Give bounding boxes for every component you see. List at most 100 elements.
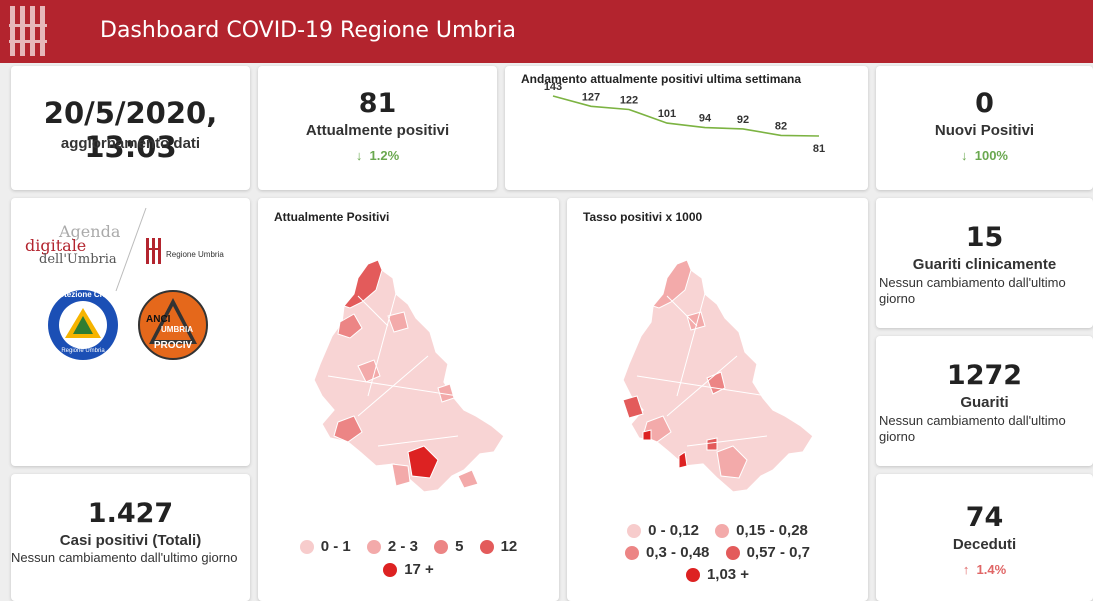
- page-title: Dashboard COVID-19 Regione Umbria: [100, 18, 517, 43]
- guariti-clinicamente-card: 15 Guariti clinicamente Nessun cambiamen…: [876, 198, 1093, 328]
- guariti-clin-note: Nessun cambiamento dall'ultimo giorno: [879, 275, 1066, 306]
- totali-note: Nessun cambiamento dall'ultimo giorno: [11, 550, 238, 565]
- legend-dot: [299, 539, 314, 554]
- positivi-delta: ↓ 1.2%: [258, 148, 497, 163]
- legend-item: 17 +: [383, 561, 434, 578]
- legend-item: 0,3 - 0,48: [625, 544, 709, 561]
- nuovi-delta: ↓ 100%: [876, 148, 1093, 163]
- anci-bottom-label: PROCIV: [153, 340, 193, 351]
- legend-label: 17 +: [404, 561, 434, 578]
- legend-item: 1,03 +: [685, 566, 750, 583]
- deceduti-delta-value: 1.4%: [976, 562, 1007, 577]
- totali-label: Casi positivi (Totali): [59, 532, 202, 549]
- protezione-civile-sub: Regione Umbria: [61, 348, 105, 354]
- trend-card: Andamento attualmente positivi ultima se…: [505, 66, 868, 190]
- deceduti-card: 74 Deceduti ↑ 1.4%: [876, 474, 1093, 601]
- regione-umbria-logo-icon: [146, 238, 161, 264]
- umbria-map-tasso: [622, 259, 814, 493]
- positivi-value: 81: [358, 88, 397, 119]
- nuovi-delta-value: 100%: [974, 148, 1008, 163]
- arrow-down-icon: ↓: [355, 148, 363, 163]
- map2-legend-row3: 1,03 +: [567, 566, 868, 586]
- legend-dot: [685, 567, 700, 582]
- trend-data-label: 92: [737, 114, 749, 126]
- legend-label: 0 - 1: [320, 538, 351, 555]
- agenda-line2: digitale: [25, 236, 87, 255]
- legend-item: 0 - 1: [299, 538, 351, 555]
- legend-label: 2 - 3: [387, 538, 418, 555]
- legend-label: 1,03 +: [706, 566, 750, 583]
- nuovi-value: 0: [975, 88, 994, 119]
- legend-dot: [479, 539, 494, 554]
- deceduti-delta: ↑ 1.4%: [876, 562, 1093, 577]
- legend-dot: [627, 523, 642, 538]
- legend-label: 0,15 - 0,28: [736, 522, 808, 539]
- guariti-note: Nessun cambiamento dall'ultimo giorno: [879, 413, 1066, 444]
- anci-mid-label: UMBRIA: [161, 325, 193, 334]
- guariti-clin-value: 15: [965, 222, 1004, 253]
- umbria-logo-icon: [9, 6, 47, 56]
- map2-title: Tasso positivi x 1000: [583, 210, 703, 224]
- map1-title: Attualmente Positivi: [274, 210, 390, 224]
- anci-prociv-logo-icon: [138, 290, 208, 360]
- regione-umbria-label: Regione Umbria: [166, 250, 224, 259]
- agenda-digitale-logo: Agenda digitale dell'Umbria: [23, 222, 123, 268]
- legend-dot: [434, 539, 449, 554]
- legend-label: 12: [500, 538, 518, 555]
- protezione-civile-logo-icon: [48, 290, 118, 360]
- legend-label: 0 - 0,12: [648, 522, 699, 539]
- legend-dot: [715, 523, 730, 538]
- logos-card: Agenda digitale dell'Umbria Regione Umbr…: [11, 198, 250, 466]
- guariti-card: 1272 Guariti Nessun cambiamento dall'ult…: [876, 336, 1093, 466]
- legend-dot: [625, 545, 640, 560]
- positivi-label: Attualmente positivi: [305, 122, 450, 139]
- trend-data-label: 82: [775, 120, 787, 132]
- legend-label: 0,57 - 0,7: [746, 544, 810, 561]
- trend-sparkline: 143 127 122 101 94 92 82 81: [544, 81, 825, 155]
- legend-item: 0,15 - 0,28: [715, 522, 808, 539]
- deceduti-label: Deceduti: [952, 536, 1017, 553]
- header-bar: Dashboard COVID-19 Regione Umbria: [0, 0, 1093, 63]
- legend-item: 12: [479, 538, 518, 555]
- guariti-label: Guariti: [960, 394, 1009, 411]
- divider-slash: [115, 207, 147, 292]
- update-card: 20/5/2020, 13:03 aggiornamento dati: [11, 66, 250, 190]
- update-label: aggiornamento dati: [60, 135, 201, 152]
- map1-legend: 0 - 1 2 - 3 5 12: [258, 538, 559, 558]
- totali-card: 1.427 Casi positivi (Totali) Nessun camb…: [11, 474, 250, 601]
- legend-dot: [366, 539, 381, 554]
- nuovi-label: Nuovi Positivi: [934, 122, 1035, 139]
- positivi-card: 81 Attualmente positivi ↓ 1.2%: [258, 66, 497, 190]
- umbria-map-positivi: [313, 259, 505, 493]
- trend-data-label: 101: [658, 108, 676, 120]
- legend-dot: [725, 545, 740, 560]
- trend-data-label: 122: [620, 95, 638, 107]
- agenda-line3: dell'Umbria: [39, 252, 117, 267]
- trend-line: [552, 95, 820, 137]
- legend-dot: [383, 562, 398, 577]
- update-datetime: 20/5/2020, 13:03: [43, 96, 218, 164]
- deceduti-value: 74: [965, 502, 1004, 533]
- arrow-up-icon: ↑: [962, 562, 970, 577]
- trend-data-label: 143: [544, 81, 562, 93]
- guariti-value: 1272: [946, 360, 1023, 391]
- guariti-clin-label: Guariti clinicamente: [912, 256, 1057, 273]
- map1-card: Attualmente Positivi 0 - 1 2 - 3 5 12 17…: [258, 198, 559, 601]
- trend-data-label: 127: [582, 91, 600, 103]
- positivi-delta-value: 1.2%: [369, 148, 400, 163]
- trend-title: Andamento attualmente positivi ultima se…: [521, 72, 802, 86]
- arrow-down-icon: ↓: [961, 148, 968, 163]
- map1-legend-row2: 17 +: [258, 561, 559, 581]
- agenda-line1: Agenda: [59, 222, 121, 241]
- totali-value: 1.427: [87, 498, 174, 529]
- legend-item: 2 - 3: [366, 538, 418, 555]
- map2-legend-row2: 0,3 - 0,48 0,57 - 0,7: [567, 544, 868, 564]
- trend-data-label: 94: [699, 113, 712, 125]
- nuovi-card: 0 Nuovi Positivi ↓ 100%: [876, 66, 1093, 190]
- map2-legend: 0 - 0,12 0,15 - 0,28: [567, 522, 868, 542]
- trend-data-label: 81: [813, 143, 825, 155]
- legend-label: 5: [455, 538, 464, 555]
- legend-item: 5: [434, 538, 463, 555]
- anci-top-label: ANCI: [146, 314, 171, 325]
- legend-item: 0 - 0,12: [627, 522, 699, 539]
